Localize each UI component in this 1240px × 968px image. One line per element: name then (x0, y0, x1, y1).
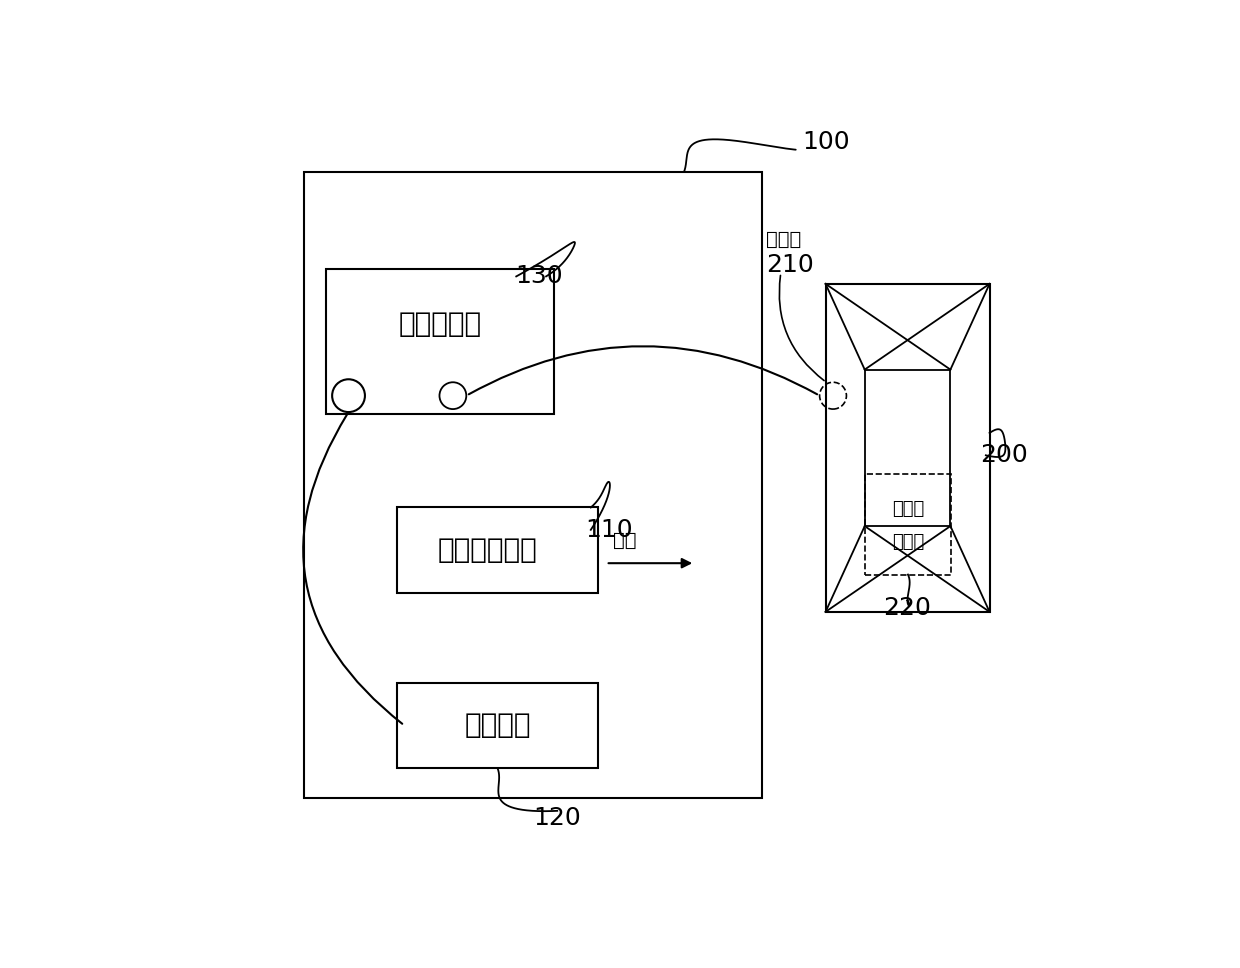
Text: 130: 130 (515, 264, 563, 288)
Text: 信号接收器: 信号接收器 (398, 310, 481, 338)
Text: 200: 200 (981, 443, 1028, 468)
Bar (304, 172, 763, 799)
Text: 扬声器: 扬声器 (766, 229, 801, 249)
Text: 210: 210 (766, 254, 813, 277)
Text: 100: 100 (802, 131, 849, 154)
Bar (326, 269, 553, 414)
Text: 助系统: 助系统 (892, 533, 924, 552)
Text: 110: 110 (585, 518, 634, 542)
Bar (864, 370, 950, 526)
Bar (826, 284, 990, 612)
Text: 移动测试部件: 移动测试部件 (438, 536, 537, 564)
Text: 泊车辅: 泊车辅 (892, 500, 924, 518)
Text: 120: 120 (533, 806, 582, 831)
Text: 移动: 移动 (613, 530, 636, 550)
Bar (397, 507, 598, 593)
Bar (397, 682, 598, 769)
Bar (866, 474, 951, 575)
Text: 触发部件: 触发部件 (464, 711, 531, 740)
Text: 220: 220 (884, 596, 931, 620)
